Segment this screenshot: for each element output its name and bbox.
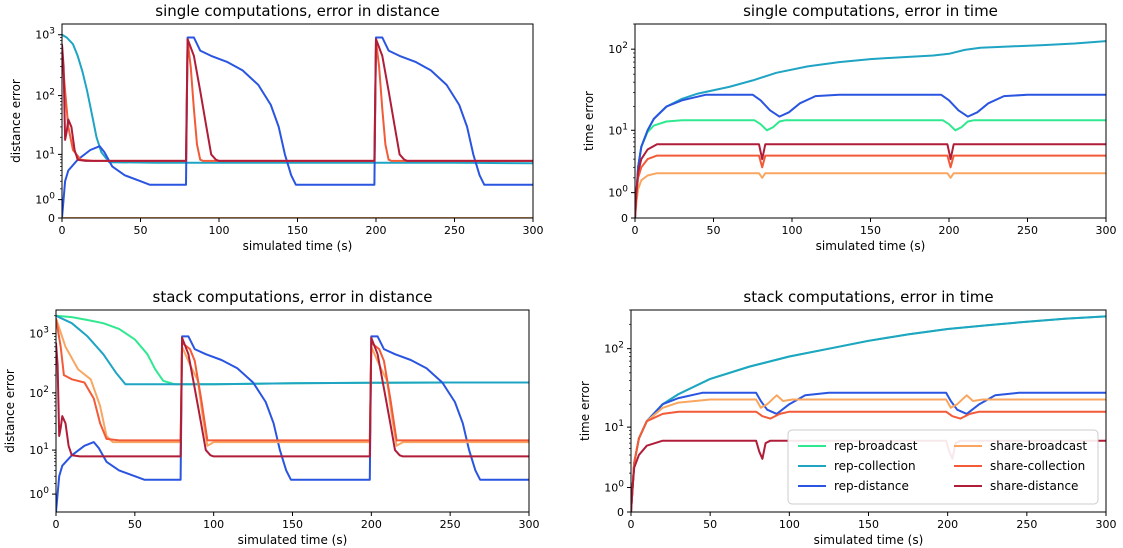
chart-title: single computations, error in time — [743, 2, 998, 20]
series-line-rep-distance — [635, 93, 1106, 218]
series-line-share-broadcast — [635, 172, 1106, 218]
legend: rep-broadcast share-broadcast rep-collecti… — [787, 429, 1099, 505]
chart-panel-2: 0 50 100 150 200 250 300 0 100 101 102 single compu… — [582, 2, 1117, 253]
y-axis-label: distance error — [3, 369, 17, 453]
series-line-share-collection — [631, 410, 1106, 512]
series-line-share-distance — [56, 336, 529, 458]
series-group — [631, 315, 1106, 512]
y-tick-label: 100 — [608, 185, 628, 200]
y-tick-label: 100 — [35, 192, 55, 207]
series-line-rep-distance — [62, 36, 533, 218]
series-group — [56, 314, 529, 512]
x-tick-label: 100 — [782, 224, 803, 237]
series-group — [62, 33, 533, 218]
chart-title: stack computations, error in distance — [153, 288, 433, 306]
x-tick-label: 50 — [128, 518, 142, 531]
x-tick-label: 100 — [209, 224, 230, 237]
y-tick-label: 102 — [604, 341, 624, 356]
y-tick-label: 101 — [29, 442, 49, 457]
y-axis-label: time error — [582, 91, 596, 151]
legend-entry-label: rep-broadcast — [834, 439, 918, 453]
series-line-rep-distance — [56, 335, 529, 512]
chart-panel-1: 0 50 100 150 200 250 300 0 100 101 102 103 single co… — [9, 2, 544, 253]
x-tick-label: 0 — [628, 518, 635, 531]
series-line-share-distance — [62, 38, 533, 162]
series-line-rep-collection — [56, 314, 529, 386]
chart-title: single computations, error in distance — [155, 2, 439, 20]
series-line-rep-broadcast — [635, 119, 1106, 218]
x-tick-label: 300 — [1096, 518, 1117, 531]
plot-frame — [61, 23, 534, 219]
x-tick-label: 0 — [59, 224, 66, 237]
legend-entry-label: share-broadcast — [990, 439, 1087, 453]
y-tick-label: 101 — [35, 146, 55, 161]
y-axis-label: time error — [578, 381, 592, 441]
x-tick-label: 0 — [632, 224, 639, 237]
y-tick-label: 102 — [29, 385, 49, 400]
y-tick-label: 0 — [617, 506, 624, 519]
series-line-share-collection — [56, 318, 529, 442]
y-tick-label: 103 — [35, 27, 55, 42]
y-axis-label: distance error — [9, 79, 23, 163]
x-tick-label: 150 — [860, 224, 881, 237]
x-tick-label: 200 — [939, 224, 960, 237]
x-tick-label: 50 — [134, 224, 148, 237]
y-tick-label: 0 — [621, 212, 628, 225]
x-tick-label: 100 — [779, 518, 800, 531]
y-tick-label: 100 — [29, 486, 49, 501]
x-tick-label: 150 — [287, 224, 308, 237]
legend-entry-label: rep-distance — [834, 479, 909, 493]
x-tick-label: 50 — [703, 518, 717, 531]
series-line-share-distance — [635, 143, 1106, 218]
x-tick-label: 150 — [282, 518, 303, 531]
x-tick-label: 300 — [523, 224, 544, 237]
x-axis-label: simulated time (s) — [814, 533, 924, 547]
series-line-share-collection — [635, 154, 1106, 218]
series-line-share-collection — [62, 39, 533, 162]
chart-title: stack computations, error in time — [743, 288, 993, 306]
x-tick-label: 250 — [444, 224, 465, 237]
x-tick-label: 50 — [707, 224, 721, 237]
y-tick-label: 101 — [608, 122, 628, 137]
y-tick-label: 0 — [48, 212, 55, 225]
chart-panel-4: 0 50 100 150 200 250 300 0 100 101 102 stack comput… — [578, 288, 1117, 547]
x-tick-label: 200 — [366, 224, 387, 237]
x-tick-label: 100 — [203, 518, 224, 531]
y-tick-label: 101 — [604, 419, 624, 434]
y-tick-label: 100 — [604, 479, 624, 494]
x-tick-label: 150 — [858, 518, 879, 531]
series-group — [635, 40, 1106, 218]
x-tick-label: 250 — [440, 518, 461, 531]
y-tick-label: 103 — [29, 326, 49, 341]
series-line-rep-collection — [635, 40, 1106, 218]
x-axis-label: simulated time (s) — [238, 533, 348, 547]
legend-entry-label: rep-collection — [834, 459, 916, 473]
x-tick-label: 200 — [361, 518, 382, 531]
x-tick-label: 250 — [1016, 518, 1037, 531]
x-tick-label: 200 — [937, 518, 958, 531]
legend-box — [787, 429, 1099, 505]
series-line-rep-collection — [62, 33, 533, 165]
x-tick-label: 0 — [53, 518, 60, 531]
x-axis-label: simulated time (s) — [243, 239, 353, 253]
x-tick-label: 300 — [519, 518, 540, 531]
legend-entry-label: share-collection — [990, 459, 1085, 473]
y-tick-label: 102 — [608, 41, 628, 56]
x-tick-label: 300 — [1096, 224, 1117, 237]
series-line-rep-broadcast — [56, 314, 529, 386]
legend-entry-label: share-distance — [990, 479, 1078, 493]
x-tick-label: 250 — [1017, 224, 1038, 237]
x-axis-label: simulated time (s) — [816, 239, 926, 253]
chart-panel-3: 0 50 100 150 200 250 300 100 101 102 103 stack comp… — [3, 288, 540, 547]
y-tick-label: 102 — [35, 88, 55, 103]
